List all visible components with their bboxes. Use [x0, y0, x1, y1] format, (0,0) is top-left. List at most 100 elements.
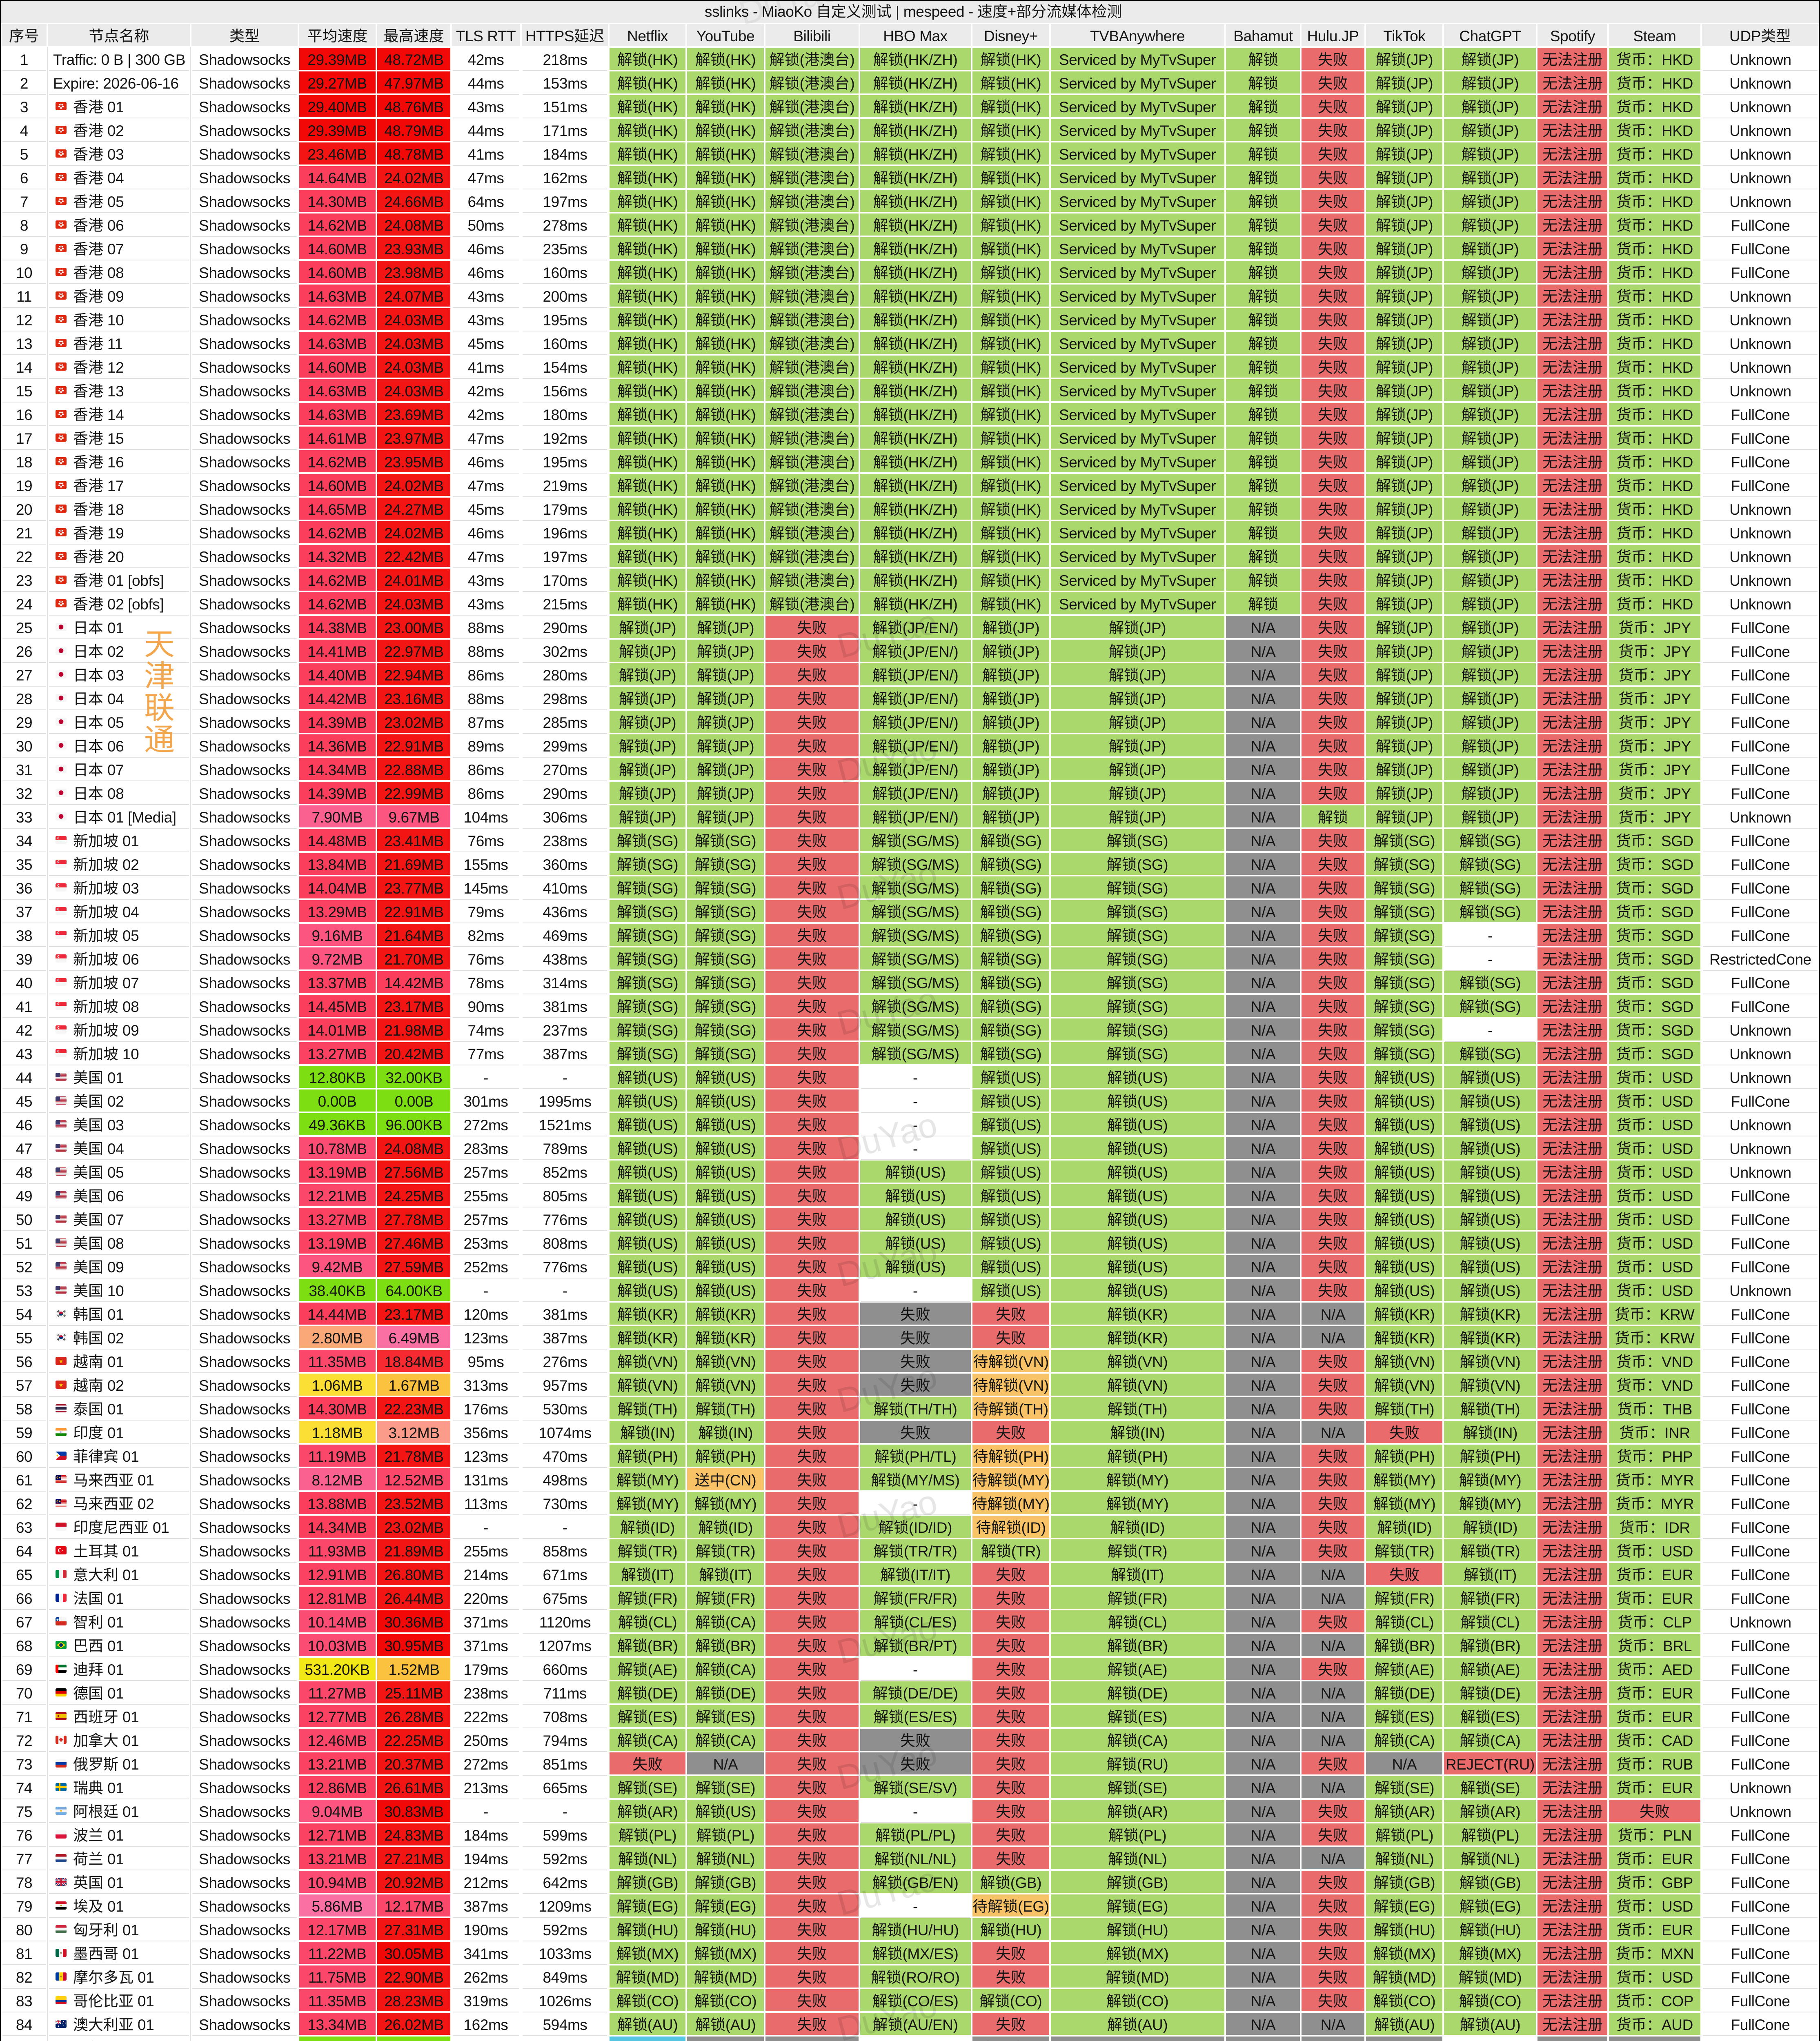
svg-text:9.16MB: 9.16MB: [311, 927, 363, 944]
svg-text:01: 01: [122, 833, 139, 849]
svg-text:1.67MB: 1.67MB: [388, 1377, 439, 1394]
svg-text:Serviced by MyTvSuper: Serviced by MyTvSuper: [1059, 265, 1216, 281]
svg-text:86ms: 86ms: [468, 667, 504, 684]
svg-text:FullCone: FullCone: [1731, 785, 1790, 802]
svg-text:237ms: 237ms: [543, 1022, 587, 1039]
svg-text:TikTok: TikTok: [1383, 28, 1426, 44]
svg-text:Shadowsocks: Shadowsocks: [199, 1590, 290, 1607]
svg-text:Serviced by MyTvSuper: Serviced by MyTvSuper: [1059, 501, 1216, 518]
svg-text:01: 01: [107, 1425, 124, 1441]
svg-text:88ms: 88ms: [468, 691, 504, 707]
svg-text:12.46MB: 12.46MB: [307, 1732, 367, 1749]
svg-text:24.66MB: 24.66MB: [384, 193, 443, 210]
svg-text:160ms: 160ms: [543, 336, 587, 352]
svg-text:Unknown: Unknown: [1729, 51, 1791, 68]
svg-text:220ms: 220ms: [463, 1590, 508, 1607]
svg-text:76: 76: [16, 1827, 32, 1844]
svg-text:Shadowsocks: Shadowsocks: [199, 1354, 290, 1370]
svg-text:9.72MB: 9.72MB: [311, 951, 363, 968]
svg-text:63: 63: [16, 1519, 32, 1536]
svg-text:Shadowsocks: Shadowsocks: [199, 1638, 290, 1654]
svg-text:FullCone: FullCone: [1731, 1685, 1790, 1702]
svg-text:1: 1: [20, 51, 28, 68]
svg-text:12: 12: [16, 312, 32, 329]
svg-text:04: 04: [107, 1141, 124, 1157]
svg-text:78ms: 78ms: [468, 975, 504, 992]
svg-text:Unknown: Unknown: [1729, 572, 1791, 589]
svg-text:54: 54: [16, 1306, 32, 1323]
svg-text:Shadowsocks: Shadowsocks: [199, 2040, 290, 2041]
svg-text:14.65MB: 14.65MB: [307, 501, 367, 518]
svg-text:Netflix: Netflix: [627, 28, 668, 44]
svg-text:794ms: 794ms: [543, 1732, 587, 1749]
svg-text:730ms: 730ms: [543, 1496, 587, 1512]
svg-text:74: 74: [16, 1780, 32, 1796]
svg-text:13.27MB: 13.27MB: [307, 1046, 367, 1063]
svg-text:22.25MB: 22.25MB: [384, 1732, 443, 1749]
svg-text:Shadowsocks: Shadowsocks: [199, 265, 290, 281]
svg-text:-: -: [913, 1898, 918, 1915]
svg-text:N/A: N/A: [1392, 2040, 1417, 2041]
svg-text:Shadowsocks: Shadowsocks: [199, 1993, 290, 2010]
svg-text:Shadowsocks: Shadowsocks: [199, 525, 290, 542]
svg-text:50ms: 50ms: [468, 217, 504, 234]
svg-text:Serviced by MyTvSuper: Serviced by MyTvSuper: [1059, 572, 1216, 589]
svg-text:0.00B: 0.00B: [318, 1093, 357, 1110]
svg-text:Shadowsocks: Shadowsocks: [199, 1922, 290, 1939]
svg-text:Unknown: Unknown: [1729, 1164, 1791, 1181]
svg-text:Shadowsocks: Shadowsocks: [199, 1046, 290, 1063]
svg-text:41ms: 41ms: [468, 359, 504, 376]
svg-text:14.62MB: 14.62MB: [307, 217, 367, 234]
svg-text:212ms: 212ms: [463, 1874, 508, 1891]
svg-text:Unknown: Unknown: [1729, 75, 1791, 92]
svg-text:41ms: 41ms: [468, 146, 504, 163]
svg-text:N/A: N/A: [1251, 1448, 1276, 1465]
svg-text:05: 05: [107, 1164, 124, 1181]
svg-text:Serviced by MyTvSuper: Serviced by MyTvSuper: [1059, 430, 1216, 447]
svg-text:Unknown: Unknown: [1729, 2040, 1791, 2041]
svg-text:12.17MB: 12.17MB: [307, 1922, 367, 1939]
svg-text:96.00KB: 96.00KB: [385, 1117, 442, 1134]
svg-text:N/A: N/A: [1321, 1732, 1346, 1749]
svg-text:197ms: 197ms: [543, 193, 587, 210]
svg-text:13.84MB: 13.84MB: [307, 856, 367, 873]
svg-text:Shadowsocks: Shadowsocks: [199, 856, 290, 873]
svg-text:13.88MB: 13.88MB: [307, 1496, 367, 1512]
svg-text:9: 9: [20, 241, 28, 258]
svg-text:171ms: 171ms: [543, 122, 587, 139]
svg-text:02: 02: [107, 596, 124, 613]
svg-text:01: 01: [138, 1969, 154, 1986]
svg-text:11.93MB: 11.93MB: [308, 1543, 367, 1560]
svg-text:Serviced by MyTvSuper: Serviced by MyTvSuper: [1059, 383, 1216, 400]
svg-text:21: 21: [16, 525, 32, 542]
svg-text:N/A: N/A: [1251, 1638, 1276, 1654]
svg-text:2.80MB: 2.80MB: [311, 1330, 363, 1347]
svg-text:Serviced by MyTvSuper: Serviced by MyTvSuper: [1059, 217, 1216, 234]
svg-text:FullCone: FullCone: [1731, 1448, 1790, 1465]
svg-text:104ms: 104ms: [463, 809, 508, 826]
svg-text:72: 72: [16, 1732, 32, 1749]
svg-text:218ms: 218ms: [543, 51, 587, 68]
svg-text:89ms: 89ms: [468, 738, 504, 755]
svg-text:381ms: 381ms: [543, 1306, 587, 1323]
svg-text:FullCone: FullCone: [1731, 1661, 1790, 1678]
svg-text:23.17MB: 23.17MB: [384, 998, 443, 1015]
svg-text:29.39MB: 29.39MB: [307, 51, 367, 68]
svg-text:MiaoKo: MiaoKo: [762, 3, 812, 20]
svg-text:FullCone: FullCone: [1731, 1425, 1790, 1441]
svg-text:78: 78: [16, 1874, 32, 1891]
svg-text:1521ms: 1521ms: [538, 1117, 591, 1134]
svg-text:N/A: N/A: [1251, 738, 1276, 755]
svg-text:1.06MB: 1.06MB: [311, 1377, 363, 1394]
svg-text:FullCone: FullCone: [1731, 1519, 1790, 1536]
svg-text:Shadowsocks: Shadowsocks: [199, 549, 290, 565]
svg-text:298ms: 298ms: [543, 691, 587, 707]
svg-text:314ms: 314ms: [543, 975, 587, 992]
svg-text:34: 34: [16, 833, 32, 849]
svg-text:N/A: N/A: [1251, 1590, 1276, 1607]
svg-text:FullCone: FullCone: [1731, 1993, 1790, 2010]
svg-text:N/A: N/A: [1560, 2040, 1585, 2041]
svg-text:24.01MB: 24.01MB: [384, 572, 443, 589]
svg-text:22.99MB: 22.99MB: [384, 785, 443, 802]
svg-text:Unknown: Unknown: [1729, 146, 1791, 163]
